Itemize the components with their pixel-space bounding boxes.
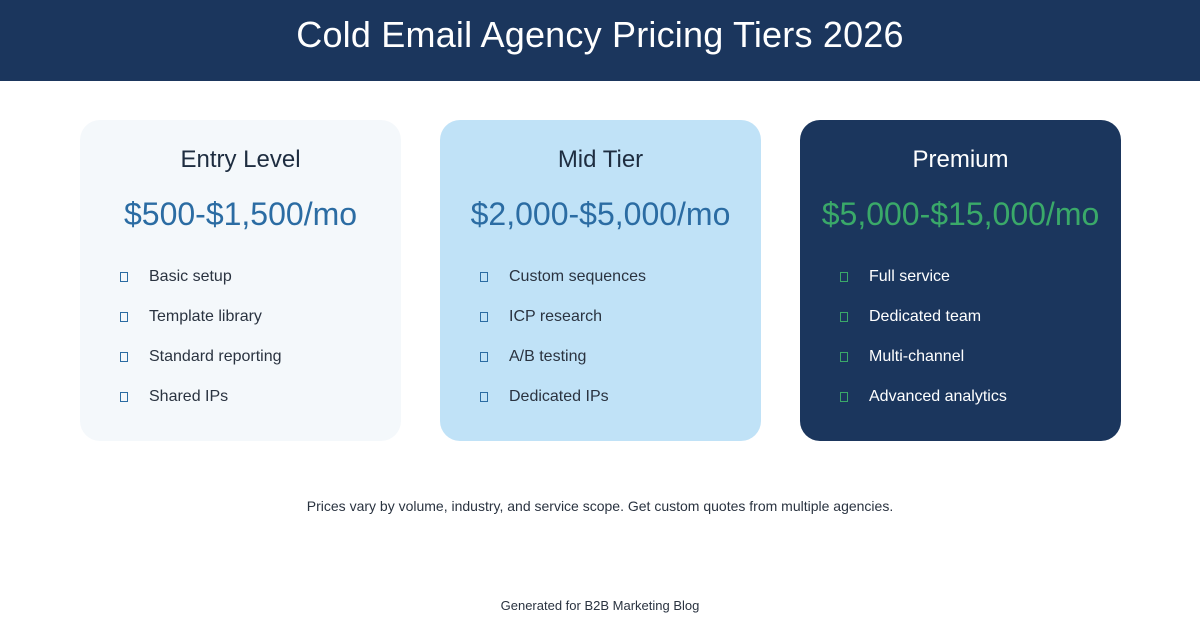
tier-name: Entry Level (180, 146, 301, 173)
feature-item: Basic setup (120, 267, 282, 307)
check-icon (480, 352, 488, 362)
tier-card-entry-level: Entry Level $500-$1,500/mo Basic setup T… (80, 120, 401, 441)
check-icon (840, 392, 848, 402)
check-icon (120, 352, 128, 362)
feature-list: Basic setup Template library Standard re… (120, 267, 282, 427)
feature-label: Basic setup (149, 268, 232, 285)
feature-list: Custom sequences ICP research A/B testin… (480, 267, 646, 427)
feature-item: Multi-channel (840, 347, 1007, 387)
feature-item: Template library (120, 307, 282, 347)
feature-label: ICP research (509, 308, 603, 325)
tier-price: $2,000-$5,000/mo (470, 196, 731, 232)
check-icon (120, 272, 128, 282)
feature-item: Dedicated IPs (480, 387, 646, 427)
tier-name: Mid Tier (557, 146, 644, 173)
tier-name: Premium (912, 146, 1009, 173)
feature-label: Full service (869, 268, 950, 285)
feature-item: Shared IPs (120, 387, 282, 427)
check-icon (480, 392, 488, 402)
feature-item: Advanced analytics (840, 387, 1007, 427)
check-icon (120, 312, 128, 322)
page-title: Cold Email Agency Pricing Tiers 2026 (296, 13, 904, 55)
page-header: Cold Email Agency Pricing Tiers 2026 (0, 0, 1200, 81)
pricing-cards: Entry Level $500-$1,500/mo Basic setup T… (80, 120, 1121, 441)
feature-label: Dedicated IPs (509, 388, 609, 405)
tier-price: $500-$1,500/mo (123, 196, 358, 232)
feature-item: Standard reporting (120, 347, 282, 387)
feature-item: A/B testing (480, 347, 646, 387)
check-icon (480, 312, 488, 322)
feature-item: Full service (840, 267, 1007, 307)
footer-credit: Generated for B2B Marketing Blog (500, 598, 700, 613)
feature-item: ICP research (480, 307, 646, 347)
feature-label: Advanced analytics (869, 388, 1007, 405)
feature-label: Custom sequences (509, 268, 646, 285)
check-icon (840, 312, 848, 322)
feature-list: Full service Dedicated team Multi-channe… (840, 267, 1007, 427)
feature-label: Standard reporting (149, 348, 282, 365)
check-icon (840, 272, 848, 282)
check-icon (120, 392, 128, 402)
feature-label: Dedicated team (869, 308, 982, 325)
check-icon (840, 352, 848, 362)
tier-price: $5,000-$15,000/mo (821, 196, 1100, 232)
check-icon (480, 272, 488, 282)
feature-label: Template library (149, 308, 262, 325)
feature-label: Shared IPs (149, 388, 229, 405)
feature-label: A/B testing (509, 348, 587, 365)
feature-item: Dedicated team (840, 307, 1007, 347)
feature-item: Custom sequences (480, 267, 646, 307)
pricing-note: Prices vary by volume, industry, and ser… (306, 498, 894, 514)
tier-card-mid-tier: Mid Tier $2,000-$5,000/mo Custom sequenc… (440, 120, 761, 441)
tier-card-premium: Premium $5,000-$15,000/mo Full service D… (800, 120, 1121, 441)
feature-label: Multi-channel (869, 348, 965, 365)
